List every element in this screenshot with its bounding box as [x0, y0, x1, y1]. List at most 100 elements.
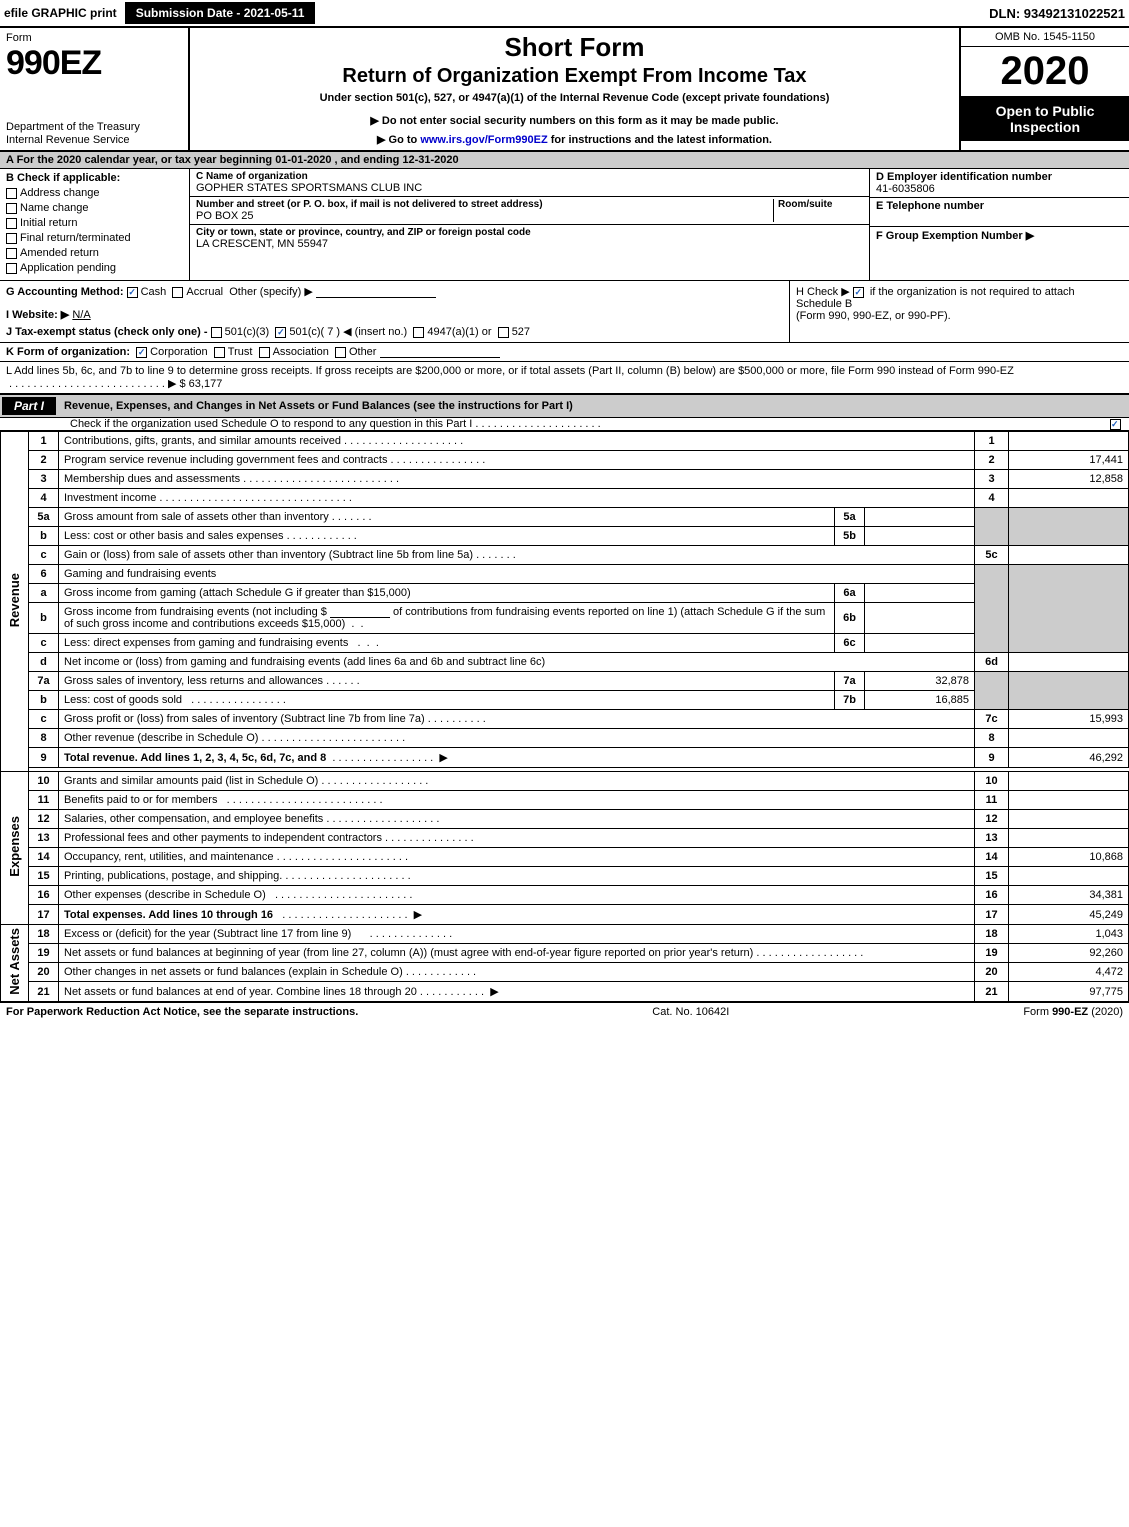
ssn-warning: ▶ Do not enter social security numbers o…: [198, 114, 951, 127]
ein-value: 41-6035806: [876, 183, 1123, 195]
desc-13: Professional fees and other payments to …: [59, 829, 975, 848]
submission-date-button[interactable]: Submission Date - 2021-05-11: [125, 2, 316, 24]
desc-9: Total revenue. Add lines 1, 2, 3, 4, 5c,…: [59, 748, 975, 768]
chk-schedule-o-used[interactable]: [1110, 419, 1121, 430]
ln-18: 18: [29, 925, 59, 944]
rnum-3: 3: [975, 470, 1009, 489]
desc-6: Gaming and fundraising events: [59, 565, 975, 584]
val-1: [1009, 432, 1129, 451]
street-address: PO BOX 25: [196, 210, 773, 222]
val-19: 92,260: [1009, 944, 1129, 963]
contrib-amount-input[interactable]: [330, 606, 390, 618]
lbl-other-org: Other: [349, 346, 377, 358]
ln-15: 15: [29, 867, 59, 886]
rnum-5ab-grey: [975, 508, 1009, 546]
ln-6: 6: [29, 565, 59, 584]
desc-21: Net assets or fund balances at end of ye…: [59, 982, 975, 1002]
footer-form: Form 990-EZ (2020): [1023, 1006, 1123, 1018]
lbl-cash: Cash: [141, 286, 167, 298]
chk-527[interactable]: [498, 327, 509, 338]
midval-6b: [865, 603, 975, 634]
group-exemption-label: F Group Exemption Number ▶: [876, 229, 1123, 242]
subtitle: Under section 501(c), 527, or 4947(a)(1)…: [198, 92, 951, 104]
desc-4: Investment income . . . . . . . . . . . …: [59, 489, 975, 508]
k-row: K Form of organization: Corporation Trus…: [0, 343, 1129, 362]
chk-cash[interactable]: [127, 287, 138, 298]
chk-schedule-b-not-required[interactable]: [853, 287, 864, 298]
chk-application-pending[interactable]: [6, 263, 17, 274]
part1-title: Revenue, Expenses, and Changes in Net As…: [58, 400, 573, 412]
mid-5b: 5b: [835, 527, 865, 546]
chk-corporation[interactable]: [136, 347, 147, 358]
chk-association[interactable]: [259, 347, 270, 358]
val-11: [1009, 791, 1129, 810]
org-name: GOPHER STATES SPORTSMANS CLUB INC: [196, 182, 863, 194]
val-2: 17,441: [1009, 451, 1129, 470]
part1-check-row: Check if the organization used Schedule …: [0, 418, 1129, 431]
val-4: [1009, 489, 1129, 508]
ln-10: 10: [29, 772, 59, 791]
ln-7a: 7a: [29, 672, 59, 691]
mid-5a: 5a: [835, 508, 865, 527]
desc-5b: Less: cost or other basis and sales expe…: [59, 527, 835, 546]
rnum-21: 21: [975, 982, 1009, 1002]
chk-accrual[interactable]: [172, 287, 183, 298]
rval-5ab-grey: [1009, 508, 1129, 546]
chk-trust[interactable]: [214, 347, 225, 358]
dln-label: DLN: 93492131022521: [989, 6, 1125, 21]
val-5c: [1009, 546, 1129, 565]
desc-6c: Less: direct expenses from gaming and fu…: [59, 634, 835, 653]
section-revenue: Revenue: [1, 432, 29, 772]
rnum-17: 17: [975, 905, 1009, 925]
city-value: LA CRESCENT, MN 55947: [196, 238, 863, 250]
val-21: 97,775: [1009, 982, 1129, 1002]
desc-7c: Gross profit or (loss) from sales of inv…: [59, 710, 975, 729]
other-org-input[interactable]: [380, 346, 500, 358]
midval-5b: [865, 527, 975, 546]
website-label: I Website: ▶: [6, 309, 69, 321]
ln-17: 17: [29, 905, 59, 925]
chk-amended-return[interactable]: [6, 248, 17, 259]
lbl-accrual: Accrual: [186, 286, 223, 298]
mid-6a: 6a: [835, 584, 865, 603]
title-return: Return of Organization Exempt From Incom…: [198, 65, 951, 88]
rnum-14: 14: [975, 848, 1009, 867]
rval-7ab-grey: [1009, 672, 1129, 710]
val-6d: [1009, 653, 1129, 672]
chk-final-return[interactable]: [6, 233, 17, 244]
desc-3: Membership dues and assessments . . . . …: [59, 470, 975, 489]
val-15: [1009, 867, 1129, 886]
chk-501c3[interactable]: [211, 327, 222, 338]
ln-7c: c: [29, 710, 59, 729]
chk-4947[interactable]: [413, 327, 424, 338]
chk-other-org[interactable]: [335, 347, 346, 358]
rnum-6-grey: [975, 565, 1009, 653]
header-right: OMB No. 1545-1150 2020 Open to Public In…: [959, 28, 1129, 150]
gh-row: G Accounting Method: Cash Accrual Other …: [0, 281, 1129, 343]
midval-6a: [865, 584, 975, 603]
mid-7b: 7b: [835, 691, 865, 710]
desc-10: Grants and similar amounts paid (list in…: [59, 772, 975, 791]
chk-501c[interactable]: [275, 327, 286, 338]
section-expenses: Expenses: [1, 772, 29, 925]
chk-address-change[interactable]: [6, 188, 17, 199]
rnum-7ab-grey: [975, 672, 1009, 710]
lbl-corporation: Corporation: [150, 346, 207, 358]
ln-14: 14: [29, 848, 59, 867]
chk-initial-return[interactable]: [6, 218, 17, 229]
ln-7b: b: [29, 691, 59, 710]
chk-name-change[interactable]: [6, 203, 17, 214]
ln-11: 11: [29, 791, 59, 810]
desc-17: Total expenses. Add lines 10 through 16 …: [59, 905, 975, 925]
lbl-501c3: 501(c)(3): [225, 326, 270, 338]
other-specify-input[interactable]: [316, 286, 436, 298]
mid-6b: 6b: [835, 603, 865, 634]
part1-tab: Part I: [2, 397, 56, 415]
part1-check-text: Check if the organization used Schedule …: [0, 418, 472, 430]
irs-link[interactable]: www.irs.gov/Form990EZ: [420, 134, 547, 146]
ln-16: 16: [29, 886, 59, 905]
val-10: [1009, 772, 1129, 791]
period-row: A For the 2020 calendar year, or tax yea…: [0, 152, 1129, 169]
lbl-amended-return: Amended return: [20, 247, 99, 259]
h-check-label: H Check ▶: [796, 286, 850, 298]
